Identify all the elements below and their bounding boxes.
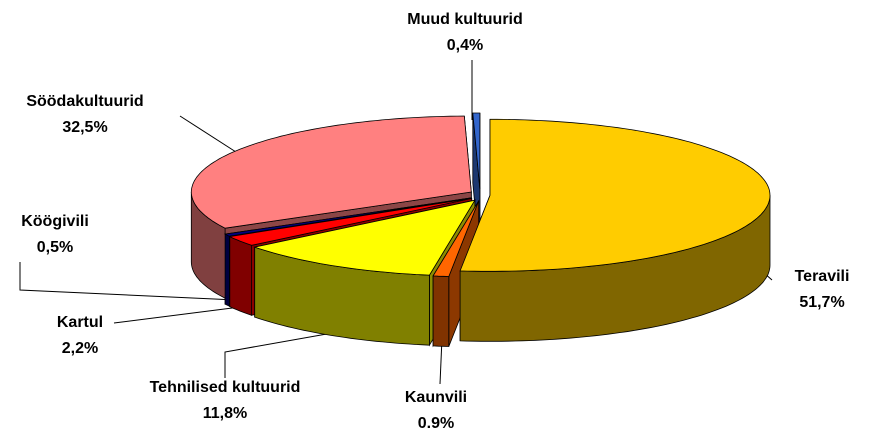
leader-line: [19, 262, 237, 301]
slice-label: Muud kultuurid: [407, 11, 523, 28]
slice-label: Söödakultuurid: [26, 93, 143, 110]
slice-side: [432, 275, 450, 347]
slice-label: Kartul: [57, 314, 103, 331]
slice: [190, 115, 472, 229]
slice: [228, 198, 472, 246]
slice-label: Tehnilised kultuurid: [150, 379, 301, 396]
value-label: 0.9%: [418, 415, 454, 430]
value-label: 32,5%: [62, 119, 107, 136]
slice-label: Köögivili: [21, 213, 89, 230]
slice: [472, 112, 481, 190]
value-label: 0,5%: [37, 239, 73, 256]
leader-line: [224, 331, 339, 378]
value-label: 11,8%: [203, 405, 247, 422]
leader-line: [113, 305, 249, 324]
leader-lines: [19, 60, 773, 385]
slice-side: [224, 233, 230, 307]
leader-line: [179, 115, 237, 153]
slice: [223, 197, 472, 237]
slice-label: Teravili: [795, 268, 850, 285]
slice-side: [229, 235, 252, 316]
slice: [253, 199, 476, 276]
slice: [459, 118, 771, 272]
slice-label: Kaunvili: [405, 389, 467, 406]
value-label: 0,4%: [447, 37, 483, 54]
value-label: 2,2%: [62, 340, 98, 357]
value-label: 51,7%: [799, 294, 844, 311]
slice: [432, 200, 480, 277]
